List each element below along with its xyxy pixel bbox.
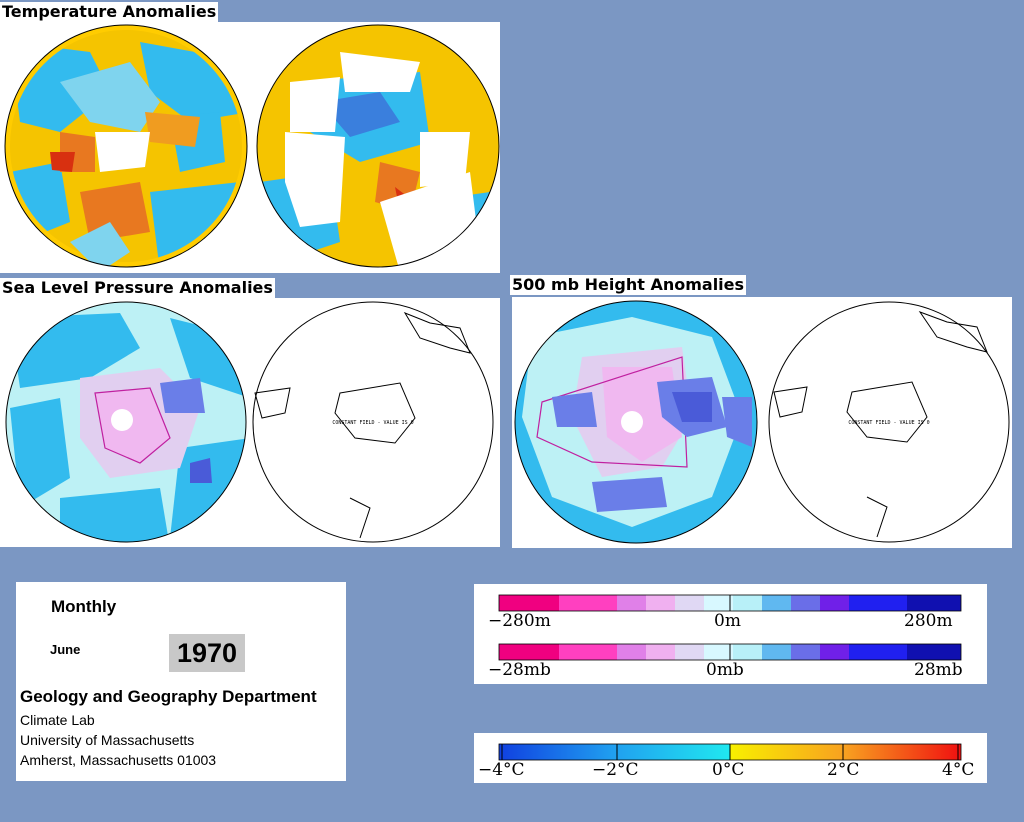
height-south-hemisphere-map: CONSTANT FIELD - VALUE IS 0 — [768, 301, 1010, 543]
temperature-legend-tick-2: −2°C — [592, 760, 639, 780]
year-label: 1970 — [169, 634, 245, 672]
address: Amherst, Massachusetts 01003 — [20, 752, 217, 768]
height-legend-max: 280m — [904, 611, 953, 631]
temperature-panel-title: Temperature Anomalies — [0, 2, 219, 22]
pressure-legend-mid: 0mb — [706, 660, 744, 680]
temperature-legend-tick-1: −4°C — [478, 760, 525, 780]
temperature-colorbar — [498, 743, 962, 761]
height-north-hemisphere-map — [515, 301, 757, 543]
height-panel: CONSTANT FIELD - VALUE IS 0 — [512, 297, 1012, 548]
temperature-south-hemisphere-map — [257, 25, 499, 267]
temperature-legend-tick-4: 2°C — [827, 760, 860, 780]
height-legend-mid: 0m — [714, 611, 741, 631]
temperature-maps — [4, 24, 500, 268]
pressure-legend-min: −28mb — [488, 660, 551, 680]
pressure-legend-max: 28mb — [914, 660, 963, 680]
slp-north-hemisphere-map — [6, 302, 246, 542]
temperature-legend-tick-3: 0°C — [712, 760, 745, 780]
temperature-legend: −4°C −2°C 0°C 2°C 4°C — [474, 733, 987, 783]
pressure-colorbar — [498, 643, 962, 661]
height-constant-field-note: CONSTANT FIELD - VALUE IS 0 — [848, 420, 929, 426]
info-box: Monthly June 1970 Geology and Geography … — [16, 582, 346, 781]
slp-south-hemisphere-map: CONSTANT FIELD - VALUE IS 0 — [252, 301, 494, 543]
university-name: University of Massachusetts — [20, 732, 195, 748]
height-colorbar — [498, 594, 962, 612]
slp-constant-field-note: CONSTANT FIELD - VALUE IS 0 — [332, 420, 413, 426]
height-legend-min: −280m — [488, 611, 551, 631]
slp-panel: CONSTANT FIELD - VALUE IS 0 — [0, 298, 500, 547]
department-name: Geology and Geography Department — [20, 687, 317, 706]
temperature-north-hemisphere-map — [5, 25, 247, 267]
height-maps: CONSTANT FIELD - VALUE IS 0 — [514, 300, 1010, 544]
height-panel-title: 500 mb Height Anomalies — [510, 275, 747, 295]
height-pressure-legend: −280m 0m 280m −28mb 0mb 28mb — [474, 584, 987, 684]
temperature-legend-tick-5: 4°C — [942, 760, 975, 780]
month-label: June — [50, 642, 81, 657]
period-label: Monthly — [51, 597, 117, 616]
lab-name: Climate Lab — [20, 712, 95, 728]
height-pressure-colorbars — [498, 594, 962, 661]
slp-maps: CONSTANT FIELD - VALUE IS 0 — [5, 301, 494, 543]
slp-panel-title: Sea Level Pressure Anomalies — [0, 278, 275, 298]
temperature-panel — [0, 22, 500, 273]
